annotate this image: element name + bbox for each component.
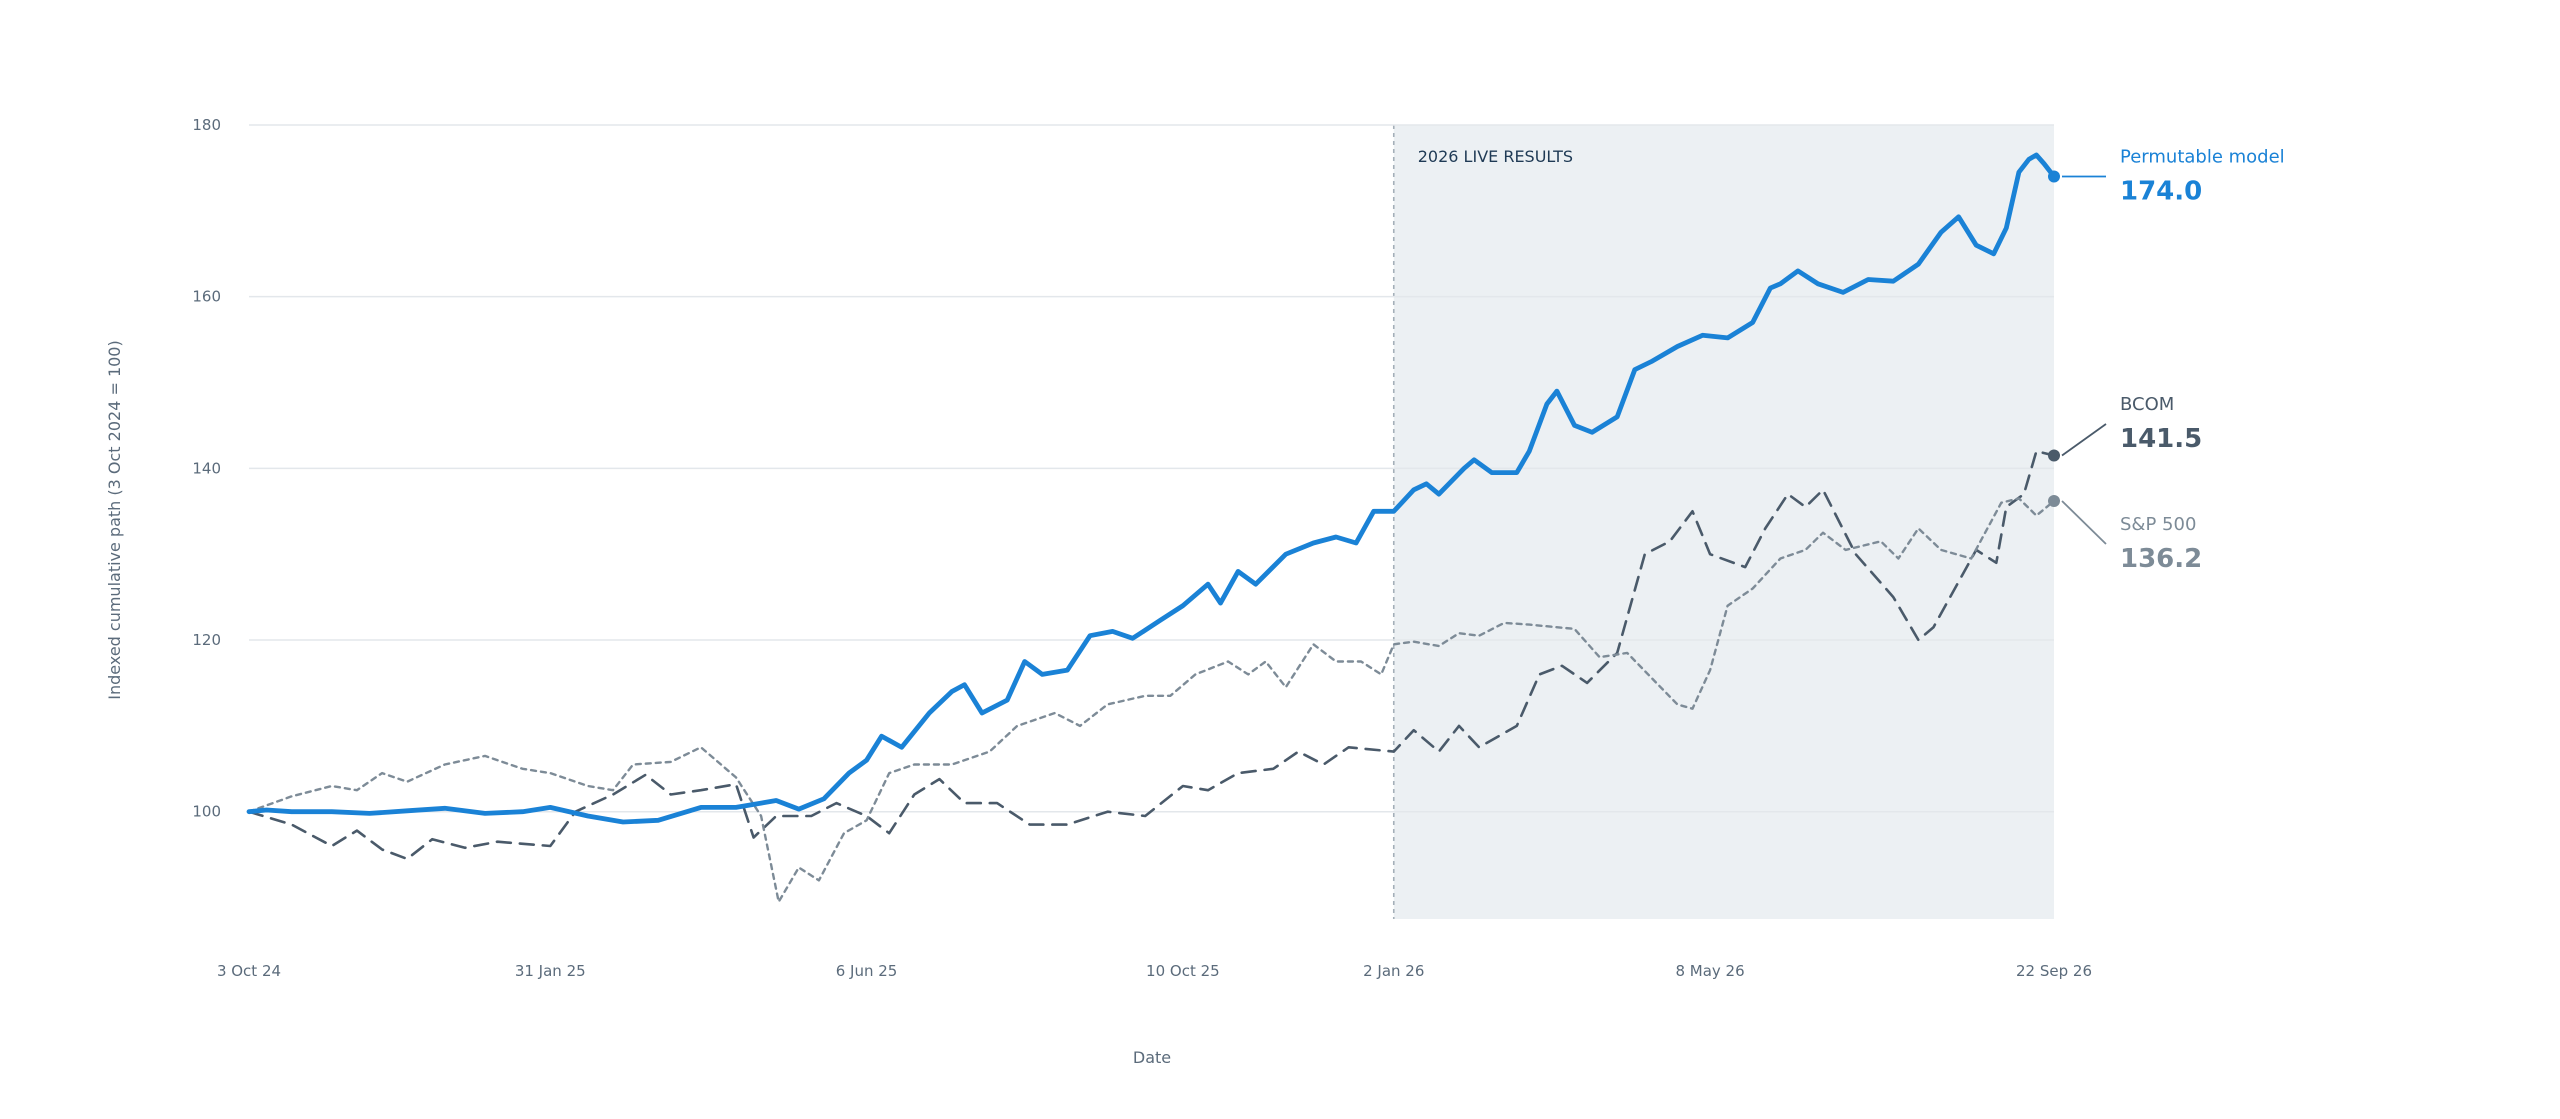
series-name-bcom: BCOM: [2120, 394, 2174, 415]
endpoint-marker-bcom: [2048, 449, 2060, 462]
live-results-label: 2026 LIVE RESULTS: [1418, 147, 1573, 166]
y-tick-label: 160: [192, 288, 221, 306]
x-tick-label: 6 Jun 25: [836, 962, 898, 980]
series-line-s-p-500: [247, 497, 2056, 903]
x-tick-label: 10 Oct 25: [1146, 962, 1220, 980]
x-tick-label: 2 Jan 26: [1363, 962, 1424, 980]
series-end-value-s-p-500: 136.2: [2120, 544, 2202, 574]
endpoint-marker-permutable-model: [2048, 170, 2060, 183]
x-tick-label: 22 Sep 26: [2016, 962, 2092, 980]
series-line-bcom: [247, 449, 2056, 861]
series-line-permutable-model: [246, 152, 2057, 825]
x-tick-label: 8 May 26: [1675, 962, 1744, 980]
leader-line-bcom: [2061, 423, 2107, 457]
x-tick-label: 31 Jan 25: [515, 962, 586, 980]
x-tick-label: 3 Oct 24: [217, 962, 281, 980]
series-name-permutable-model: Permutable model: [2120, 147, 2285, 168]
y-axis-title: Indexed cumulative path (3 Oct 2024 = 10…: [105, 340, 124, 699]
y-tick-label: 100: [192, 803, 221, 821]
y-tick-label: 140: [192, 459, 221, 477]
y-tick-label: 180: [192, 116, 221, 134]
leader-line-s-p-500: [2061, 500, 2107, 545]
series-end-value-bcom: 141.5: [2120, 424, 2202, 454]
endpoint-marker-s-p-500: [2048, 494, 2060, 507]
live-results-region: [1393, 125, 2054, 919]
x-axis-title: Date: [1133, 1048, 1171, 1067]
series-name-s-p-500: S&P 500: [2120, 514, 2196, 535]
series-end-value-permutable-model: 174.0: [2120, 177, 2202, 207]
y-tick-label: 120: [192, 631, 221, 649]
